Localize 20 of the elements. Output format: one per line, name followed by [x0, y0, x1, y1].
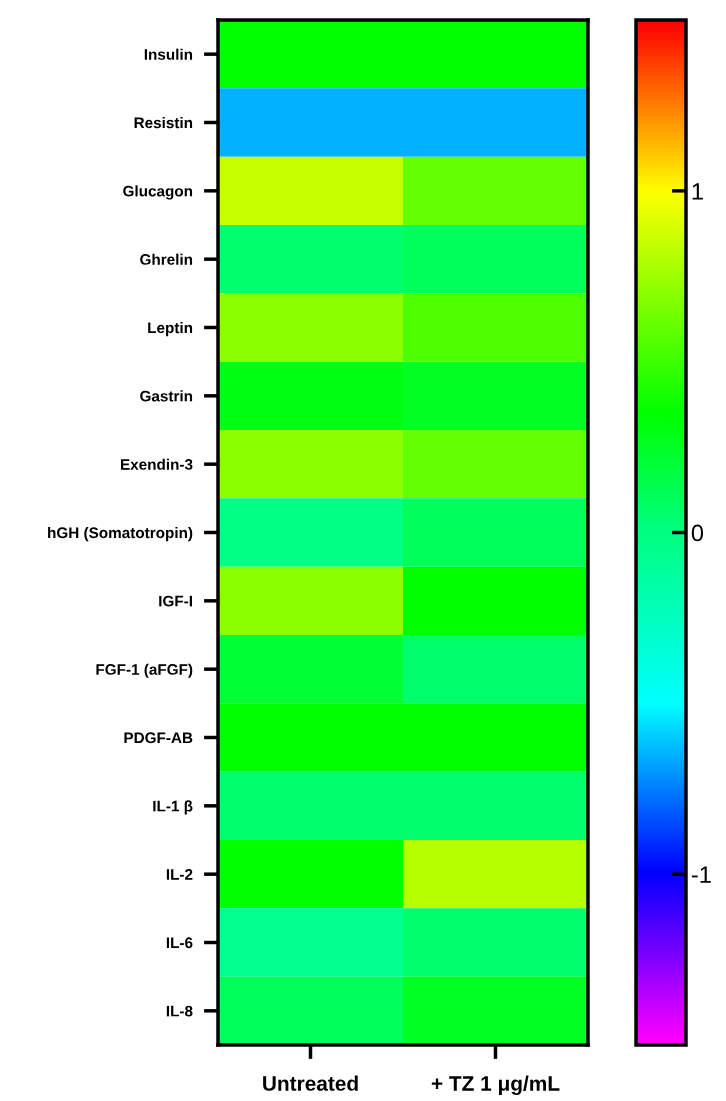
- x-tick-label: Untreated: [263, 1075, 358, 1091]
- y-tick-label: Gastrin: [140, 390, 193, 402]
- y-tick-label: hGH (Somatotropin): [48, 526, 193, 542]
- color-bar-label: 0: [691, 524, 704, 542]
- y-tick-label: Exendin-3: [121, 458, 193, 470]
- y-tick-label: IGF-I: [159, 595, 192, 607]
- x-tick-label: + TZ 1 μg/mL: [431, 1075, 560, 1096]
- color-bar-label: -1: [691, 866, 711, 883]
- color-bar-label: 1: [692, 183, 703, 200]
- y-tick-label: IL-6: [166, 937, 193, 949]
- y-tick-label: PDGF-AB: [124, 732, 193, 744]
- y-tick-label: Leptin: [148, 321, 193, 337]
- y-tick-label: Resistin: [134, 116, 193, 129]
- y-tick-label: Ghrelin: [140, 253, 193, 265]
- y-tick-label: IL-2: [166, 869, 193, 880]
- y-tick-label: Insulin: [144, 48, 193, 60]
- y-tick-label: IL-1 β: [153, 800, 193, 815]
- y-tick-label: Glucagon: [123, 185, 193, 200]
- y-tick-label: FGF-1 (aFGF): [96, 663, 193, 678]
- y-tick-label: IL-8: [166, 1005, 193, 1017]
